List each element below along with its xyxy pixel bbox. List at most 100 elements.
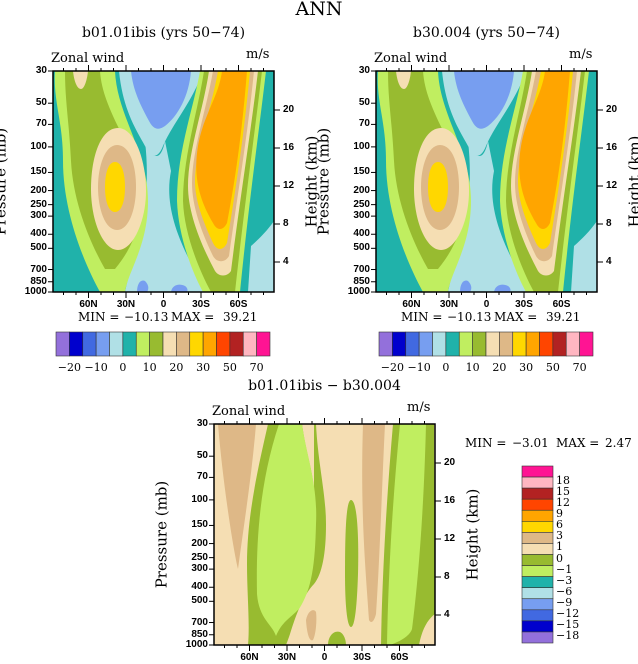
colorbar-box: [242, 331, 257, 357]
y-tick-label: 400: [30, 228, 47, 240]
variable-label: Zonal wind: [212, 404, 286, 419]
contour-region: [428, 162, 448, 212]
colorbar-box: [539, 331, 554, 357]
colorbar-label: −9: [556, 595, 573, 609]
y-tick-label: 1000: [347, 286, 370, 297]
x-tick-label: 0: [483, 299, 490, 310]
colorbar-box: [405, 331, 420, 357]
y2-tick-label: 20: [606, 104, 618, 115]
y-tick-label: 850: [353, 275, 370, 287]
colorbar-label: −12: [556, 606, 580, 620]
colorbar-label: −20: [380, 361, 404, 374]
colorbar-box: [521, 532, 554, 544]
colorbar-label: −10: [407, 361, 431, 374]
contour-region: [387, 424, 426, 645]
min-value: −10.13: [124, 310, 169, 324]
contour-region: [460, 280, 472, 292]
contour-region: [328, 631, 346, 645]
y2-tick-label: 16: [606, 142, 618, 153]
colorbar-label: −1: [556, 562, 573, 576]
colorbar-box: [552, 331, 567, 357]
colorbar-box: [95, 331, 110, 357]
colorbar-label: 1: [556, 540, 563, 554]
panel-title: b01.01ibis (yrs 50−74): [81, 25, 246, 41]
contour-region: [256, 424, 317, 636]
colorbar-box: [149, 331, 164, 357]
units-label: m/s: [569, 47, 593, 62]
colorbar-box: [579, 331, 594, 357]
y-tick-label: 100: [191, 493, 208, 505]
colorbar-label: 50: [545, 361, 560, 374]
y-tick-label: 30: [196, 418, 208, 429]
y2-tick-label: 4: [283, 256, 289, 267]
y2-tick-label: 20: [283, 104, 295, 115]
y-tick-label: 100: [30, 140, 47, 152]
y-tick-label: 150: [353, 166, 370, 178]
y-tick-label: 50: [35, 97, 47, 109]
colorbar-box: [256, 331, 271, 357]
colorbar-label: 15: [556, 485, 570, 499]
y2-tick-label: 12: [283, 180, 295, 191]
colorbar-label: 3: [556, 529, 563, 543]
colorbar-label: 0: [556, 551, 563, 565]
colorbar-box: [109, 331, 124, 357]
y-tick-label: 700: [191, 616, 208, 628]
colorbar-box: [521, 576, 554, 588]
colorbar-box: [176, 331, 191, 357]
colorbar-box: [202, 331, 217, 357]
colorbar-box: [458, 331, 473, 357]
y-tick-label: 700: [30, 263, 47, 275]
contour-region: [571, 221, 597, 292]
contour-region: [306, 610, 317, 641]
contour-region: [105, 162, 125, 212]
y-tick-label: 50: [358, 97, 370, 109]
colorbar-box: [521, 598, 554, 611]
y-tick-label: 70: [358, 118, 370, 130]
y-tick-label: 150: [191, 519, 208, 531]
colorbar-box: [485, 331, 500, 357]
y2-tick-label: 4: [444, 609, 450, 620]
y-tick-label: 400: [191, 581, 208, 593]
y-tick-label: 300: [30, 210, 47, 222]
max-label: MAX =: [171, 310, 215, 324]
colorbar-label: −3: [556, 573, 573, 587]
contour-region: [218, 424, 256, 569]
contour-region: [280, 424, 314, 494]
panel-title: b01.01ibis − b30.004: [248, 378, 401, 394]
y2-tick-label: 8: [444, 571, 450, 582]
contour-fills: [214, 424, 435, 645]
colorbar-box: [162, 331, 177, 357]
colorbar-box: [512, 331, 527, 357]
colorbar-box: [69, 331, 84, 357]
colorbar-label: 20: [492, 361, 507, 374]
units-label: m/s: [246, 47, 270, 62]
y-tick-label: 200: [30, 184, 47, 196]
contour-region: [448, 141, 530, 292]
colorbar-box: [445, 331, 460, 357]
colorbar-box: [521, 521, 554, 533]
colorbar-box: [525, 331, 540, 357]
y-tick-label: 400: [353, 228, 370, 240]
x-tick-label: 0: [160, 299, 167, 310]
x-tick-label: 30S: [515, 299, 533, 310]
colorbar-box: [521, 587, 554, 600]
colorbar-label: 10: [142, 361, 157, 374]
y-tick-label: 500: [191, 595, 208, 607]
colorbar-label: 20: [169, 361, 184, 374]
max-label: MAX =: [556, 436, 600, 450]
y2-tick-label: 20: [444, 457, 456, 468]
contour-plot: [209, 418, 441, 651]
x-tick-label: 60N: [79, 299, 98, 310]
page-title: ANN: [295, 0, 343, 20]
colorbar-box: [82, 331, 97, 357]
contour-region: [396, 71, 411, 89]
y-tick-label: 1000: [24, 286, 47, 297]
colorbar-label: 30: [196, 361, 211, 374]
colorbar-box: [521, 509, 554, 522]
colorbar-label: 9: [556, 507, 563, 521]
colorbar-label: −15: [556, 617, 580, 631]
colorbar-box: [565, 331, 580, 357]
contour-fills: [376, 71, 597, 292]
colorbar-label: 70: [249, 361, 264, 374]
